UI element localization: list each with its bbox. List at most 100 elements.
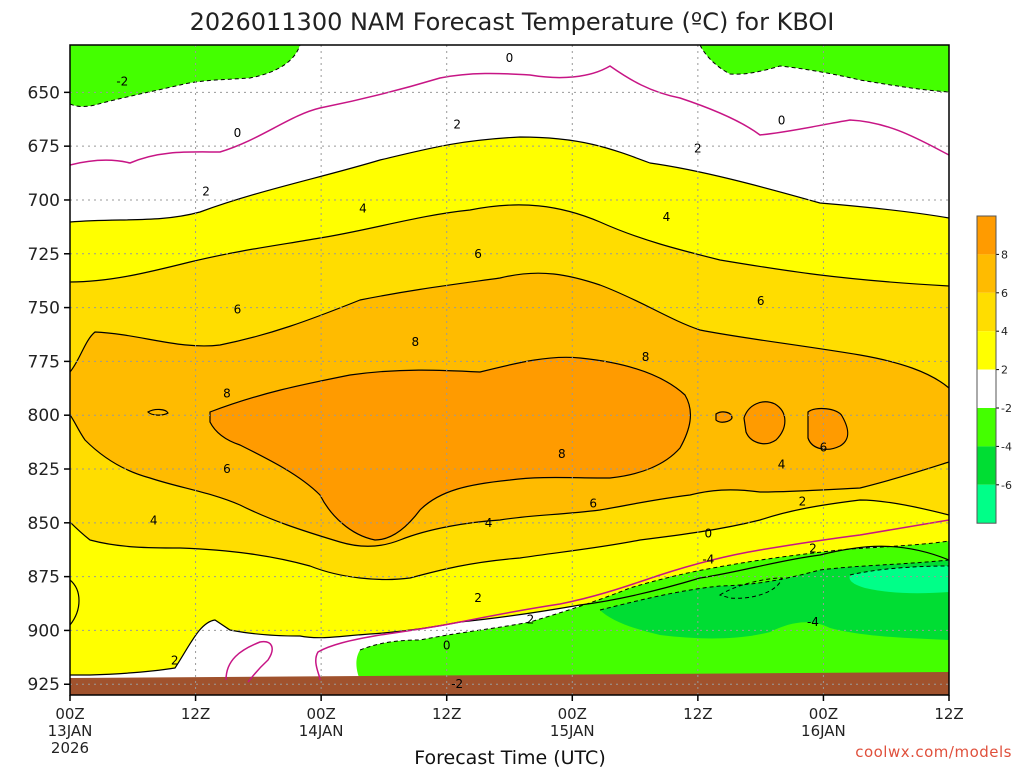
contour-label: 2 bbox=[809, 542, 817, 556]
y-tick-label: 750 bbox=[28, 299, 60, 319]
contour-label: 6 bbox=[223, 462, 231, 476]
contour-8-blob-1 bbox=[743, 401, 786, 445]
contour-4-top bbox=[70, 204, 949, 287]
contour-8-blob-2 bbox=[807, 407, 849, 450]
x-tick-label: 00Z bbox=[55, 705, 84, 723]
contour-8-core bbox=[209, 356, 692, 541]
colorbar-border bbox=[976, 215, 997, 524]
plot-area: -2 0 0 0 2 2 2 4 4 6 6 6 8 8 8 8 6 6 6 4 4 4 2 2 2 2 2 0 0 -2 -4 -4 bbox=[70, 45, 949, 695]
contour-6-top bbox=[70, 272, 949, 389]
colorbar-label: -2 bbox=[1001, 402, 1012, 415]
y-tick-label: 925 bbox=[28, 675, 60, 695]
contour-label: 8 bbox=[558, 447, 566, 461]
contour-m2-topleft bbox=[70, 45, 301, 108]
contour-label: 6 bbox=[474, 247, 482, 261]
fill-green-topleft bbox=[70, 45, 300, 107]
fill-darkorange-gt8 bbox=[210, 357, 691, 540]
fill-green-topright bbox=[700, 45, 949, 92]
colorbar-swatch bbox=[977, 369, 996, 408]
contour-label: -2 bbox=[451, 677, 463, 691]
fill-ground bbox=[70, 672, 949, 695]
contour-label: 8 bbox=[223, 387, 231, 401]
colorbar-swatch bbox=[977, 446, 996, 485]
colorbar-swatch bbox=[977, 484, 996, 524]
contour-label: -4 bbox=[807, 615, 819, 629]
contour-m2-topright bbox=[699, 45, 949, 93]
fill-darkorange-blob-1 bbox=[744, 401, 785, 444]
x-tick-label: 12Z bbox=[181, 705, 210, 723]
colorbar-swatch bbox=[977, 254, 996, 293]
fill-teal-coldest bbox=[849, 566, 949, 594]
contour-label: 2 bbox=[202, 184, 210, 198]
colorbar-label: 8 bbox=[1001, 248, 1008, 261]
contour-label: -2 bbox=[116, 75, 128, 89]
y-tick-label: 875 bbox=[28, 568, 60, 588]
x-tick-label: 00Z bbox=[558, 705, 587, 723]
contour-label: 6 bbox=[757, 294, 765, 308]
contour-label: 6 bbox=[589, 496, 597, 510]
contour-label: 0 bbox=[778, 113, 786, 127]
negative-contours bbox=[70, 45, 949, 651]
contour-label: 2 bbox=[694, 141, 702, 155]
chart-title: 2026011300 NAM Forecast Temperature (ºC)… bbox=[190, 8, 835, 36]
colorbar-swatch bbox=[977, 331, 996, 370]
y-tick-label: 725 bbox=[28, 245, 60, 265]
x-tick-label: 00Z bbox=[809, 705, 838, 723]
y-tick-label: 700 bbox=[28, 191, 60, 211]
contour-label: 0 bbox=[705, 527, 713, 541]
y-tick-label: 825 bbox=[28, 460, 60, 480]
contour-label: 0 bbox=[443, 638, 451, 652]
contour-m4 bbox=[599, 559, 949, 611]
contour-8-small-left bbox=[147, 408, 169, 416]
contour-2-top bbox=[70, 136, 949, 223]
contour-m4-pocket bbox=[718, 577, 783, 599]
contour-m6 bbox=[849, 565, 949, 576]
x-tick-date: 16JAN bbox=[801, 722, 846, 740]
x-axis-label: Forecast Time (UTC) bbox=[414, 747, 605, 768]
x-tick-label: 12Z bbox=[934, 705, 963, 723]
contour-label: 2 bbox=[474, 591, 482, 605]
colorbar-swatch bbox=[977, 292, 996, 332]
x-tick-label: 12Z bbox=[432, 705, 461, 723]
x-tick-label: 00Z bbox=[306, 705, 335, 723]
credit-text[interactable]: coolwx.com/models bbox=[855, 743, 1012, 761]
contour-label: 4 bbox=[485, 516, 493, 530]
contour-label: 8 bbox=[412, 335, 420, 349]
y-tick-label: 675 bbox=[28, 137, 60, 157]
contour-label: 8 bbox=[642, 350, 650, 364]
x-tick-date: 14JAN bbox=[299, 722, 344, 740]
y-tick-label: 800 bbox=[28, 406, 60, 426]
colorbar-label: 4 bbox=[1001, 325, 1008, 338]
contour-label: 6 bbox=[234, 303, 242, 317]
fill-darkorange-blob-2 bbox=[808, 408, 848, 450]
colorbar-label: 6 bbox=[1001, 287, 1008, 300]
y-tick-label: 650 bbox=[28, 83, 60, 103]
contour-label: 2 bbox=[799, 494, 807, 508]
contour-4-bottom bbox=[70, 499, 949, 581]
y-axis: 650 675 700 725 750 775 800 825 850 875 900 925 bbox=[28, 83, 70, 695]
x-tick-date: 13JAN bbox=[48, 722, 93, 740]
x-tick-date: 15JAN bbox=[550, 722, 595, 740]
contour-2-left-edge bbox=[70, 579, 80, 626]
contour-label: -4 bbox=[702, 552, 714, 566]
contour-8-blob-3 bbox=[715, 411, 733, 423]
contour-label: 4 bbox=[359, 202, 367, 216]
contour-labels: -2 0 0 0 2 2 2 4 4 6 6 6 8 8 8 8 6 6 6 4 4 4 2 2 2 2 2 0 0 -2 -4 -4 bbox=[116, 51, 827, 691]
contour-label: 2 bbox=[527, 613, 535, 627]
colorbar-swatch bbox=[977, 408, 996, 447]
contour-label: 4 bbox=[778, 458, 786, 472]
contour-label: 4 bbox=[663, 210, 671, 224]
fill-darkorange-blob-3 bbox=[716, 411, 732, 423]
y-tick-label: 850 bbox=[28, 514, 60, 534]
contour-label: 2 bbox=[453, 118, 461, 132]
contour-label: 2 bbox=[171, 654, 179, 668]
contour-m2-bottom bbox=[359, 540, 949, 651]
x-tick-year: 2026 bbox=[51, 739, 89, 757]
plot-border bbox=[69, 44, 950, 696]
contour-label: 4 bbox=[150, 514, 158, 528]
colorbar-label: 2 bbox=[1001, 364, 1008, 377]
colorbar-label: -6 bbox=[1001, 479, 1012, 492]
colorbar-label: -4 bbox=[1001, 440, 1012, 453]
zero-isotherms bbox=[70, 65, 949, 683]
